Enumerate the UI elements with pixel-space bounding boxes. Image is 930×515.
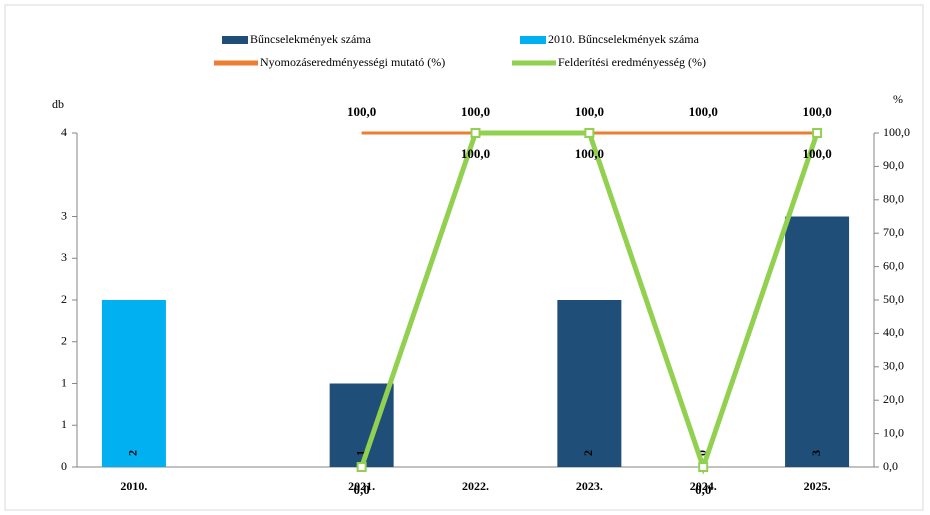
line-value-label: 100,0 [461, 104, 490, 119]
line-marker [584, 128, 595, 138]
y2-axis-label: % [893, 92, 903, 106]
line-value-label: 100,0 [575, 104, 604, 119]
y-tick-label: 3 [61, 208, 67, 222]
y-tick-label: 1 [61, 417, 67, 431]
y2-tick-label: 70,0 [883, 225, 904, 239]
x-tick-label: 2010. [120, 479, 147, 493]
line-value-label: 0,0 [695, 482, 711, 497]
y2-tick-label: 20,0 [883, 392, 904, 406]
line-marker [812, 128, 823, 138]
legend-label: Nyomozáseredményességi mutató (%) [260, 55, 445, 69]
legend-swatch [520, 36, 546, 44]
y-tick-label: 1 [61, 375, 67, 389]
bar-value-label: 2 [126, 450, 140, 456]
y-tick-label: 0 [61, 459, 67, 473]
line-value-label: 100,0 [802, 146, 831, 161]
line-value-label: 100,0 [461, 146, 490, 161]
y2-tick-label: 80,0 [883, 192, 904, 206]
y2-tick-label: 10,0 [883, 425, 904, 439]
line-marker [698, 462, 709, 472]
line-marker [470, 128, 481, 138]
y-tick-label: 3 [61, 250, 67, 264]
y-tick-label: 2 [61, 292, 67, 306]
bar [785, 216, 850, 467]
bar-value-label: 1 [353, 450, 367, 456]
bar-value-label: 2 [581, 450, 595, 456]
y-tick-label: 2 [61, 334, 67, 348]
x-tick-label: 2023. [576, 479, 603, 493]
bar [101, 300, 166, 467]
x-tick-label: 2021. [348, 479, 375, 493]
y2-tick-label: 0,0 [883, 459, 898, 473]
y2-tick-label: 30,0 [883, 359, 904, 373]
y-axis-label: db [52, 97, 64, 111]
line-value-label: 100,0 [689, 104, 718, 119]
legend-swatch [222, 36, 248, 44]
bar [557, 300, 622, 467]
legend-label: 2010. Bűncselekmények száma [548, 32, 700, 46]
y2-tick-label: 100,0 [883, 125, 910, 139]
line-value-label: 0,0 [354, 482, 370, 497]
x-tick-label: 2025. [804, 479, 831, 493]
y2-tick-label: 50,0 [883, 292, 904, 306]
x-tick-label: 2024. [690, 479, 717, 493]
legend-label: Bűncselekmények száma [250, 32, 372, 46]
x-tick-label: 2022. [462, 479, 489, 493]
line-value-label: 100,0 [347, 104, 376, 119]
bar-value-label: 0 [695, 450, 709, 456]
line-marker [356, 462, 367, 472]
line-value-label: 100,0 [575, 146, 604, 161]
y2-tick-label: 90,0 [883, 158, 904, 172]
line-value-label: 100,0 [802, 104, 831, 119]
y-tick-label: 4 [61, 125, 67, 139]
legend-label: Felderítési eredményesség (%) [558, 55, 706, 69]
y2-tick-label: 40,0 [883, 325, 904, 339]
bar-value-label: 3 [809, 450, 823, 456]
y2-tick-label: 60,0 [883, 258, 904, 272]
